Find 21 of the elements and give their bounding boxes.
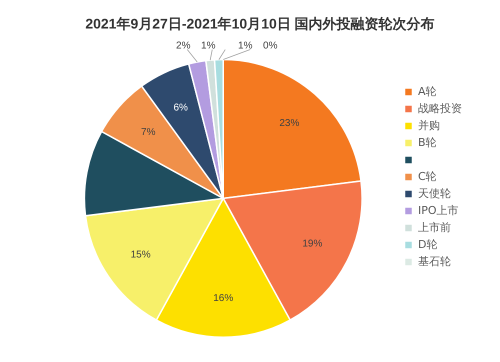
legend-label: B轮	[418, 136, 437, 149]
legend-label: D轮	[418, 238, 438, 251]
legend-label: A轮	[418, 84, 437, 98]
legend-label: 天使轮	[418, 186, 451, 200]
data-label: 1%	[238, 40, 253, 52]
data-label: 1%	[201, 40, 216, 52]
data-label: 23%	[279, 118, 300, 130]
data-label: 2%	[176, 40, 191, 52]
legend-label: 上市前	[418, 220, 451, 234]
legend-label: 基石轮	[418, 254, 451, 268]
text: 0%	[263, 40, 278, 52]
data-label: 19%	[302, 238, 322, 250]
legend-label: IPO上市	[418, 204, 459, 217]
legend-label: C轮	[418, 170, 437, 183]
legend-label: 并购	[418, 118, 440, 132]
data-label: 7%	[141, 127, 156, 138]
legend-label: 战略投资	[418, 102, 462, 115]
chart-title: 2021年9月27日-2021年10月10日 国内外投融资轮次分布	[85, 15, 435, 32]
data-label: 15%	[130, 249, 151, 260]
data-label: 6%	[173, 102, 188, 114]
data-label: 16%	[213, 293, 234, 304]
